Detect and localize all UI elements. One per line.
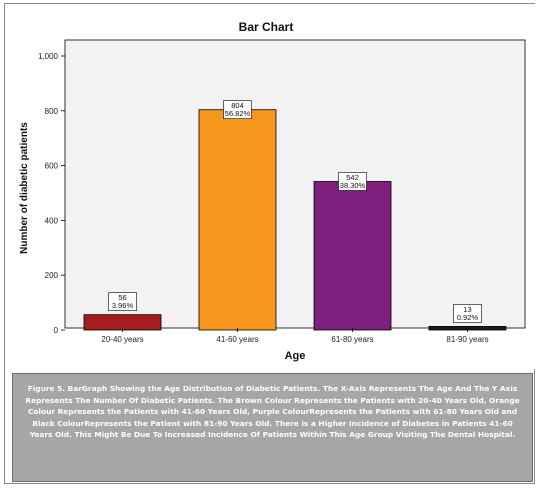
x-tick-label: 81-90 years [446, 335, 488, 344]
data-label-percent: 3.96% [112, 301, 134, 310]
data-label-count: 56 [118, 293, 126, 302]
figure-caption-box: Figure 5. BarGraph Showing the Age Distr… [12, 373, 533, 482]
x-tick-label: 61-80 years [331, 335, 373, 344]
chart-title: Bar Chart [239, 20, 294, 34]
bar [313, 181, 392, 331]
x-tick-label: 20-40 years [101, 335, 143, 344]
data-label-count: 542 [346, 173, 359, 182]
bar [198, 109, 277, 331]
x-axis: 20-40 years 41-60 years 61-80 years 81-90 y… [101, 328, 489, 344]
bar-chart: Bar Chart Number of diabetic patients Ag… [5, 4, 536, 369]
data-label-box [453, 304, 482, 323]
y-tick-label: 0 [54, 326, 59, 335]
data-label-box [108, 292, 137, 311]
y-axis-title: Number of diabetic patients [19, 122, 30, 254]
y-tick-label: 200 [45, 271, 59, 280]
data-label-box [338, 172, 367, 191]
data-label-box [223, 100, 252, 120]
y-tick-label: 1,000 [38, 52, 59, 61]
x-tick-label: 41-60 years [216, 335, 258, 344]
y-axis: 0 200 400 600 800 1,000 [38, 52, 65, 335]
data-label-percent: 0.92% [457, 313, 479, 322]
plot-area [64, 39, 526, 329]
figure-caption: Figure 5. BarGraph Showing the Age Distr… [25, 384, 520, 440]
y-tick-label: 400 [45, 216, 59, 225]
data-label-count: 13 [463, 305, 471, 314]
figure-frame: Bar Chart Number of diabetic patients Ag… [4, 3, 536, 484]
bar [83, 314, 162, 331]
data-label-percent: 38.30% [340, 181, 366, 190]
data-label-count: 804 [231, 101, 244, 110]
y-tick-label: 600 [45, 162, 59, 171]
data-label-percent: 56.82% [225, 109, 251, 118]
y-tick-label: 800 [45, 107, 59, 116]
x-axis-title: Age [285, 350, 306, 362]
